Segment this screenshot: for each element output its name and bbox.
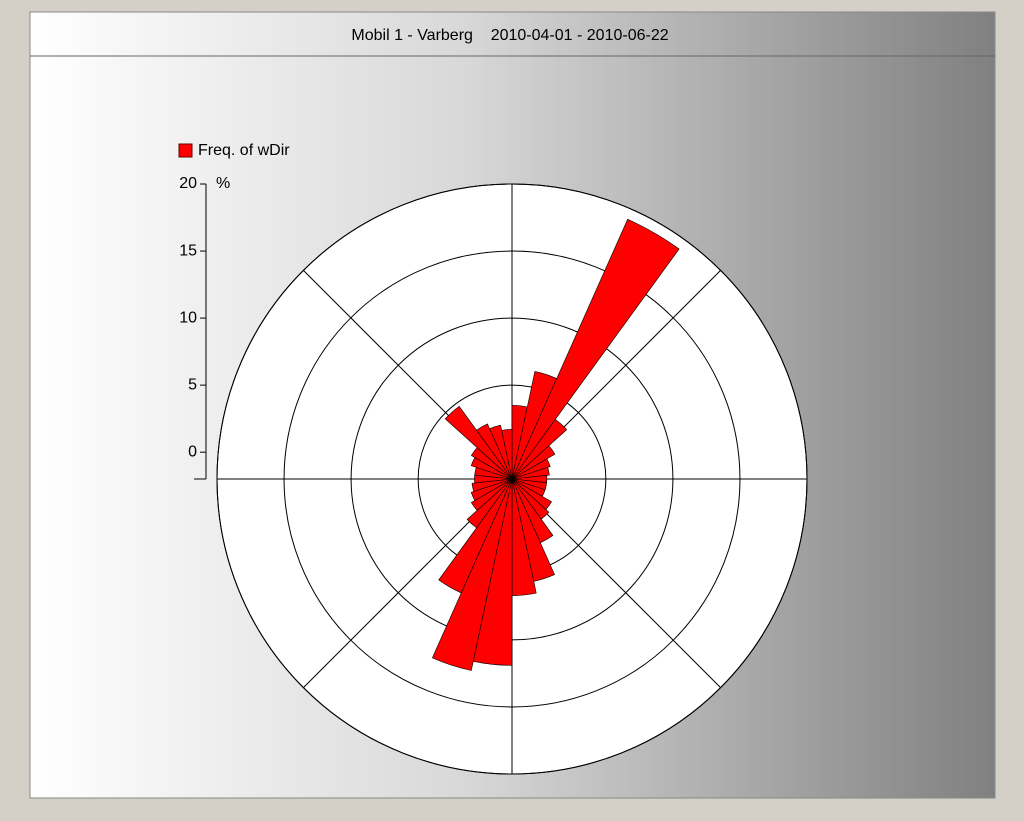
bar [431, 478, 513, 671]
bar [511, 445, 556, 480]
bar [511, 218, 680, 480]
bar [466, 478, 513, 529]
bar [511, 458, 551, 480]
y-tick-label: 5 [188, 376, 197, 393]
bar [511, 467, 550, 480]
legend-swatch [178, 143, 193, 158]
y-tick-label: 20 [179, 175, 197, 192]
bar [489, 424, 513, 480]
legend-label: Freq. of wDir [198, 142, 290, 159]
bar [501, 429, 513, 480]
y-tick-label: 0 [188, 443, 197, 460]
bar [471, 478, 513, 492]
bar [511, 418, 568, 480]
bar [470, 478, 513, 501]
chart-title: Mobil 1 - Varberg 2010-04-01 - 2010-06-2… [351, 27, 668, 44]
y-tick-label: 15 [179, 242, 197, 259]
y-tick-label: 10 [179, 309, 197, 326]
y-unit: % [216, 175, 230, 192]
bar [444, 405, 513, 480]
bar [470, 478, 513, 511]
bar [438, 478, 513, 594]
bar [476, 423, 513, 480]
